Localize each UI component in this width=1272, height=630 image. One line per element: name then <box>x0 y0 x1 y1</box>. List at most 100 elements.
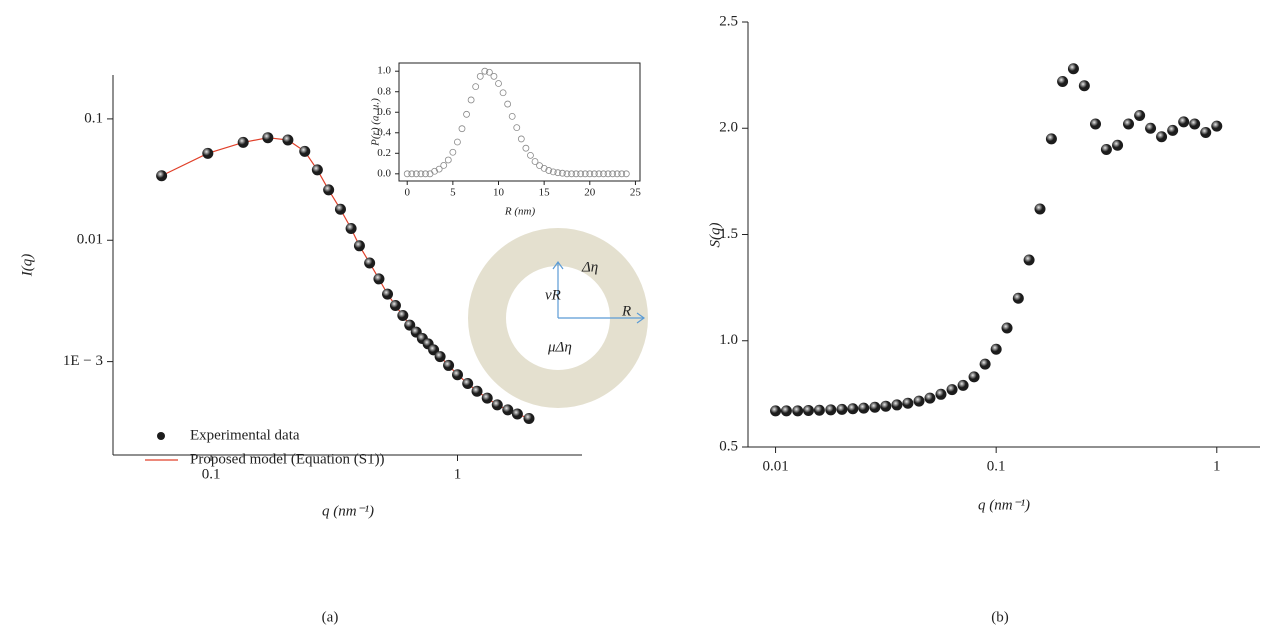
data-point <box>1145 122 1157 134</box>
shell-diagram <box>468 228 648 408</box>
data-point <box>536 162 543 170</box>
data-point <box>440 162 448 169</box>
data-point <box>586 170 594 178</box>
data-point <box>444 156 452 164</box>
data-point <box>422 170 429 178</box>
x-axis-label: R (nm) <box>504 206 536 218</box>
data-point <box>577 170 585 178</box>
data-point <box>813 404 825 416</box>
data-point <box>1156 131 1168 143</box>
data-point <box>1189 118 1201 130</box>
data-point <box>404 319 416 331</box>
data-point <box>1067 63 1079 75</box>
data-point <box>481 392 493 404</box>
data-point <box>1211 120 1223 132</box>
x-tick-label: 1 <box>454 466 462 482</box>
data-point <box>847 403 859 415</box>
data-point <box>1023 254 1035 266</box>
data-point <box>323 184 335 196</box>
annotation: R <box>621 303 631 319</box>
data-point <box>1034 203 1046 215</box>
data-point <box>431 167 439 175</box>
data-point <box>508 112 516 120</box>
x-tick-label: 0.1 <box>987 458 1006 474</box>
data-point <box>345 222 357 234</box>
data-point <box>990 343 1002 355</box>
data-point <box>1001 322 1013 334</box>
data-point <box>373 273 385 285</box>
data-point <box>513 124 521 132</box>
x-tick-label: 0 <box>404 187 410 199</box>
y-tick-label: 2.5 <box>719 13 738 29</box>
data-point <box>443 359 455 371</box>
data-point <box>449 148 457 156</box>
data-point <box>600 170 607 178</box>
data-point <box>946 384 958 396</box>
caption: (b) <box>991 609 1009 625</box>
data-point <box>540 164 548 172</box>
y-tick-label: 0.0 <box>377 167 391 179</box>
data-point <box>858 402 870 414</box>
data-point <box>979 358 991 370</box>
plot-frame <box>398 62 641 182</box>
data-point <box>825 404 837 416</box>
y-tick-label: 0.5 <box>719 438 738 454</box>
x-tick-label: 20 <box>584 187 596 199</box>
data-point <box>1045 133 1057 145</box>
data-point <box>1178 116 1190 128</box>
data-point <box>1200 127 1212 138</box>
data-point <box>403 170 411 178</box>
data-point <box>1078 80 1090 92</box>
data-point <box>434 351 446 363</box>
y-tick-label: 1.5 <box>719 226 738 242</box>
data-point <box>412 170 420 178</box>
data-point <box>780 405 792 417</box>
data-point <box>491 399 503 411</box>
data-point <box>869 401 881 413</box>
data-point <box>485 68 493 76</box>
data-point <box>282 134 294 146</box>
data-point <box>382 288 394 300</box>
data-point <box>913 395 925 407</box>
data-point <box>502 404 514 416</box>
data-point <box>522 144 530 152</box>
data-point <box>568 170 575 178</box>
y-tick-label: 0.4 <box>377 126 391 138</box>
y-tick-label: 1.0 <box>377 65 391 77</box>
data-point <box>1012 292 1024 304</box>
data-point <box>452 369 464 381</box>
data-point <box>408 170 416 178</box>
data-point <box>559 169 566 177</box>
data-point <box>563 170 571 178</box>
data-point <box>554 169 562 177</box>
data-point <box>463 110 470 118</box>
legend-swatch <box>157 432 165 440</box>
data-point <box>531 158 539 165</box>
data-point <box>902 397 914 409</box>
annotation: μΔη <box>547 339 572 355</box>
data-point <box>481 67 489 75</box>
data-point <box>467 96 475 104</box>
data-point <box>237 136 249 148</box>
y-tick-label: 2.0 <box>719 120 738 136</box>
legend-label: Experimental data <box>190 427 300 443</box>
data-point <box>311 164 323 176</box>
data-point <box>1112 139 1124 151</box>
data-point <box>581 170 589 178</box>
annotation: νR <box>545 287 561 303</box>
data-point <box>572 170 580 178</box>
y-tick-label: 0.8 <box>377 85 391 97</box>
caption: (a) <box>322 609 339 625</box>
data-point <box>613 170 621 178</box>
data-point <box>299 145 311 157</box>
data-point <box>353 240 365 252</box>
data-point <box>471 385 483 397</box>
x-axis-label: q (nm⁻¹) <box>978 497 1030 513</box>
data-point <box>609 170 617 178</box>
data-point <box>389 299 401 311</box>
x-tick-label: 10 <box>493 187 505 199</box>
x-tick-label: 15 <box>539 187 551 199</box>
